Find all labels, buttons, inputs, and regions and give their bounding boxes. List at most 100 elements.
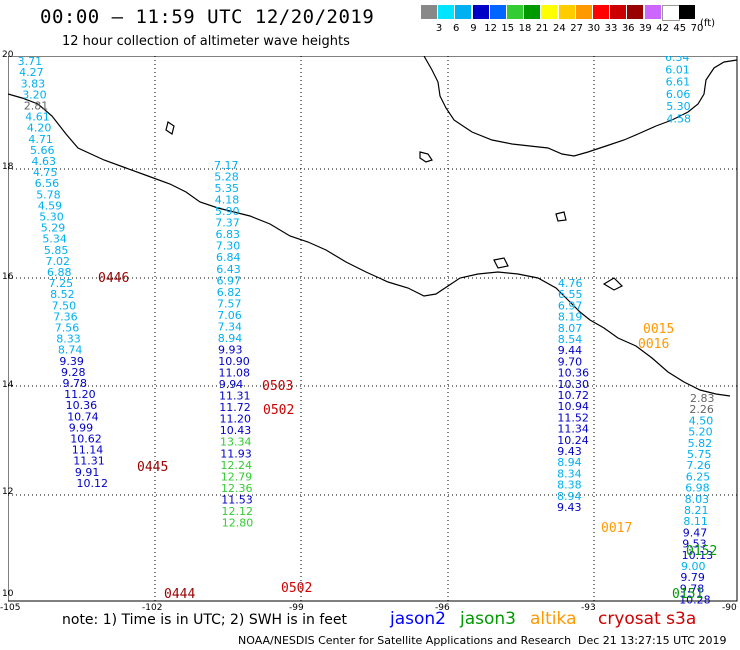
wave-height-value: 6.83	[216, 228, 241, 241]
wave-height-value: 25.12	[16, 56, 48, 57]
wave-height-value: 11.14	[72, 444, 104, 457]
wave-height-value: 8.54	[558, 333, 583, 346]
track-overlay: 25.123.714.273.833.202.814.614.204.715.6…	[16, 56, 731, 604]
wave-height-value: 7.37	[215, 217, 240, 230]
lon-tick-label: -93	[581, 603, 596, 613]
wave-height-value: 11.31	[219, 390, 251, 403]
wave-height-value: 10.24	[557, 434, 589, 447]
map-frame	[8, 56, 738, 602]
pass-time-label: 0502	[281, 581, 312, 596]
wave-height-value: 5.90	[215, 205, 240, 218]
wave-height-value: 8.07	[558, 322, 583, 335]
island-4	[493, 257, 509, 269]
legend-swatch	[421, 5, 437, 19]
lat-tick-label: 10	[2, 589, 14, 599]
legend-label: 9	[470, 23, 477, 34]
pass-time-label: 0446	[98, 271, 129, 286]
wave-height-value: 7.50	[52, 299, 77, 312]
wave-height-value: 2.81	[24, 100, 49, 113]
lat-lon-grid	[8, 56, 737, 601]
legend-label: 30	[587, 23, 601, 34]
legend-swatch	[661, 5, 680, 21]
lat-tick-label: 20	[2, 50, 14, 60]
wave-height-value: 9.28	[61, 366, 86, 379]
wave-height-value: 10.12	[77, 477, 109, 490]
legend-label: 24	[553, 23, 566, 34]
wave-height-value: 12.79	[221, 470, 253, 483]
gulf-coastline	[423, 56, 738, 157]
pass-time-label: 0444	[164, 587, 195, 602]
wave-height-map: 25.123.714.273.833.202.814.614.204.715.6…	[8, 56, 738, 604]
wave-height-value: 9.53	[682, 538, 707, 551]
wave-height-value: 6.61	[666, 76, 691, 89]
wave-height-value: 6.97	[217, 274, 242, 287]
wave-height-value: 9.78	[680, 582, 705, 595]
wave-height-value: 8.19	[558, 311, 583, 324]
lat-tick-label: 16	[2, 272, 14, 282]
wave-height-value: 7.26	[686, 459, 711, 472]
chart-title: 00:00 – 11:59 UTC 12/20/2019	[40, 6, 375, 28]
wave-height-value: 4.63	[32, 155, 57, 168]
wave-height-value: 6.82	[217, 286, 242, 299]
footnote: note: 1) Time is in UTC; 2) SWH is in fe…	[62, 612, 348, 628]
legend-label: 36	[621, 23, 635, 34]
wave-height-value: 11.34	[557, 423, 589, 436]
wave-height-value: 10.30	[558, 378, 590, 391]
wave-height-value: 11.52	[557, 411, 589, 424]
wave-height-value: 10.74	[67, 410, 99, 423]
legend-label: 12	[484, 23, 497, 34]
wave-height-value: 4.71	[28, 133, 53, 146]
wave-height-value: 6.01	[665, 63, 690, 76]
wave-height-value: 8.52	[50, 288, 75, 301]
wave-height-value: 6.84	[216, 251, 241, 264]
wave-height-value: 13.34	[220, 436, 252, 449]
wave-height-value: 9.94	[219, 378, 244, 391]
wave-height-value: 12.24	[221, 459, 253, 472]
credit-line: NOAA/NESDIS Center for Satellite Applica…	[238, 634, 572, 647]
pacific-coastline	[8, 93, 731, 397]
wave-height-value: 4.20	[27, 122, 52, 135]
island-2	[165, 121, 175, 135]
wave-height-value: 8.94	[218, 332, 243, 345]
legend-label: 39	[639, 23, 652, 34]
wave-height-value: 11.93	[220, 447, 252, 460]
legend-label: 42	[656, 23, 669, 34]
wave-height-value: 10.90	[218, 355, 250, 368]
wave-height-value: 10.28	[679, 594, 711, 604]
legend-swatch	[627, 5, 644, 19]
legend-swatch	[593, 5, 609, 19]
satellite-label: altika	[530, 609, 577, 629]
lon-tick-label: -96	[435, 603, 450, 613]
wave-height-value: 10.94	[558, 400, 590, 413]
lon-tick-label: -90	[722, 603, 737, 613]
lon-tick-label: -105	[0, 603, 21, 613]
wave-height-value: 6.98	[685, 482, 710, 495]
pass-time-label: 0503	[262, 379, 293, 394]
wave-height-value: 9.91	[75, 466, 100, 479]
legend-swatch	[679, 5, 695, 19]
legend-label: 6	[453, 23, 460, 34]
wave-height-value: 5.30	[666, 100, 691, 113]
generated-timestamp: Dec 21 13:27:15 UTC 2019	[578, 634, 727, 647]
legend-label: 33	[604, 23, 618, 34]
wave-height-value: 4.76	[558, 277, 583, 290]
island-5	[555, 211, 567, 222]
wave-height-value: 11.20	[220, 413, 252, 426]
wave-height-value: 6.06	[666, 88, 691, 101]
wave-height-value: 6.97	[558, 299, 583, 312]
wave-height-value: 6.56	[35, 177, 60, 190]
wave-height-value: 5.82	[688, 437, 713, 450]
wave-height-value: 5.28	[214, 171, 239, 184]
wave-height-value: 5.34	[42, 233, 67, 246]
wave-height-value: 9.79	[680, 571, 705, 584]
wave-height-value: 7.17	[214, 159, 239, 172]
wave-height-value: 4.27	[19, 66, 43, 79]
wave-height-value: 8.38	[557, 479, 582, 492]
wave-height-value: 11.20	[64, 388, 96, 401]
wave-height-value: 6.34	[665, 56, 690, 64]
wave-height-value: 10.36	[558, 367, 590, 380]
wave-height-value: 9.43	[557, 501, 582, 514]
wave-height-value: 9.70	[558, 355, 583, 368]
lat-tick-label: 12	[2, 487, 14, 497]
satellite-label: jason2	[390, 609, 446, 629]
